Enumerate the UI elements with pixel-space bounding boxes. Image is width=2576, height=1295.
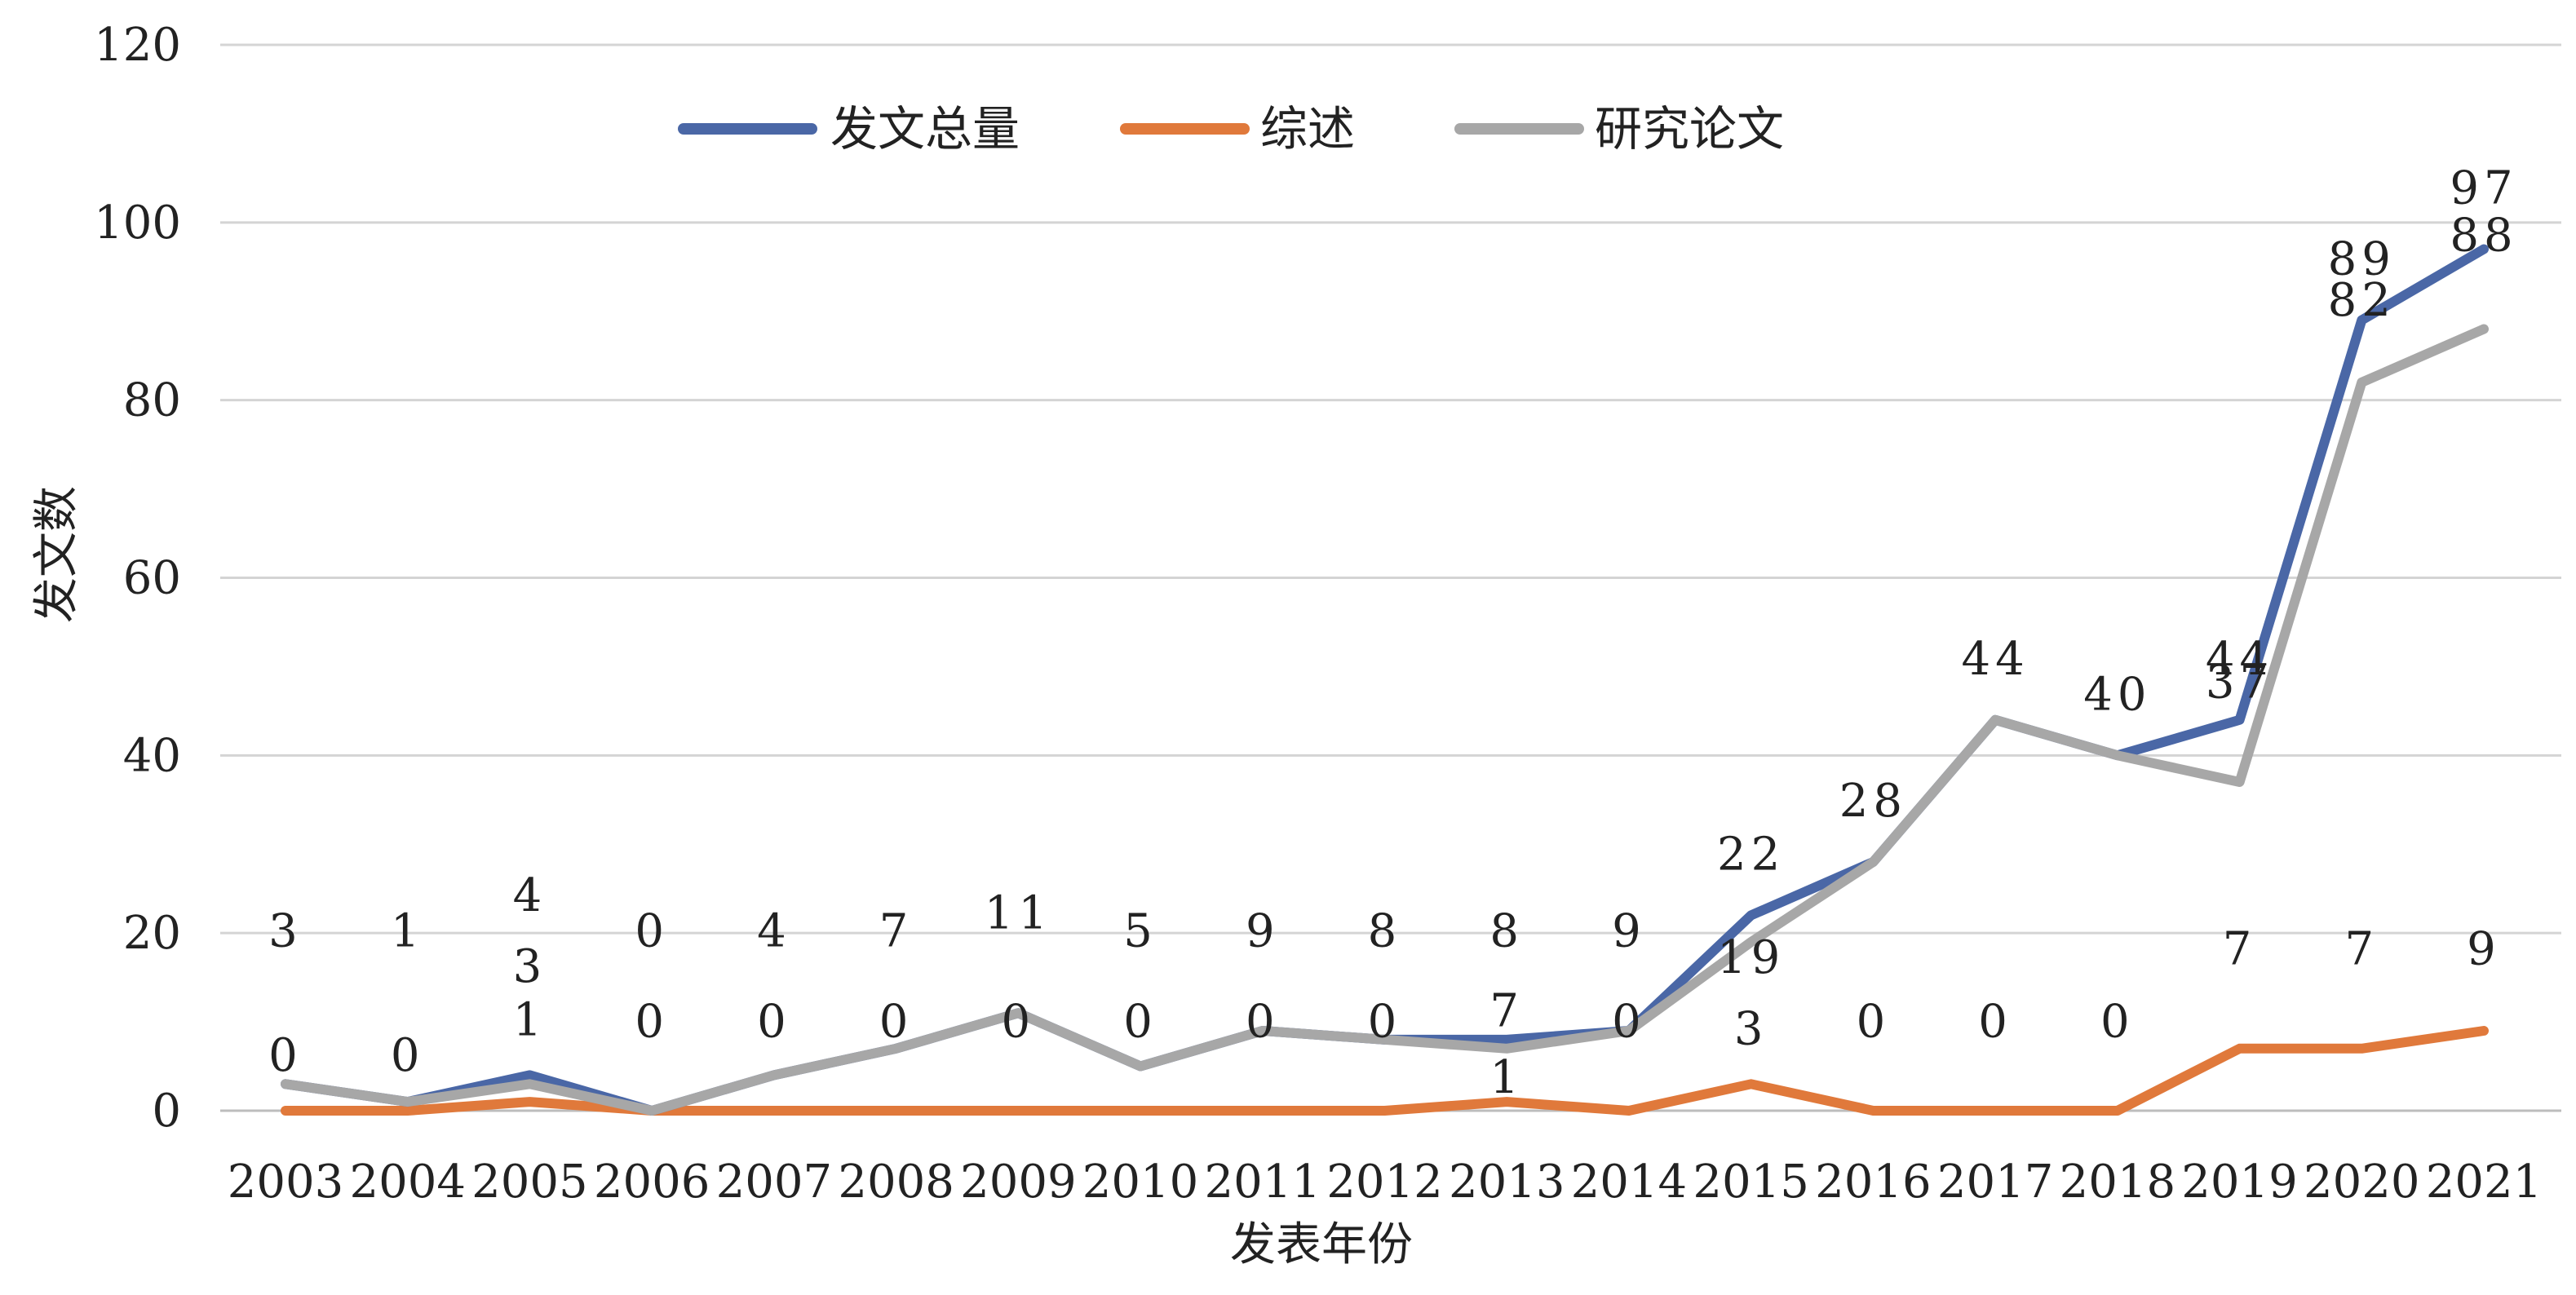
data-label: 28 xyxy=(1839,775,1907,828)
data-label: 7 xyxy=(879,905,914,958)
data-label: 1 xyxy=(391,905,425,958)
y-tick-label: 120 xyxy=(94,19,181,72)
data-label: 4 xyxy=(513,869,547,922)
data-label: 0 xyxy=(1246,996,1280,1049)
y-tick-label: 100 xyxy=(94,197,181,250)
data-label: 7 xyxy=(1489,985,1524,1038)
y-tick-label: 40 xyxy=(123,729,181,782)
data-label: 7 xyxy=(2344,922,2379,975)
series-line xyxy=(281,244,2489,1116)
data-label: 4 xyxy=(757,905,791,958)
data-label: 22 xyxy=(1717,828,1785,881)
data-label: 9 xyxy=(1612,905,1646,958)
x-tick-label: 2014 xyxy=(1571,1156,1688,1209)
data-label: 3 xyxy=(1734,1002,1768,1055)
data-label: 0 xyxy=(757,996,791,1049)
legend-label: 研究论文 xyxy=(1595,101,1784,157)
x-tick-label: 2019 xyxy=(2181,1156,2298,1209)
data-label: 0 xyxy=(635,996,669,1049)
x-tick-label: 2017 xyxy=(1937,1156,2054,1209)
x-tick-label: 2007 xyxy=(716,1156,833,1209)
data-label: 1 xyxy=(513,993,547,1046)
legend-label: 综述 xyxy=(1260,101,1355,157)
x-tick-label: 2011 xyxy=(1205,1156,1321,1209)
y-axis-title: 发文数 xyxy=(30,486,83,623)
x-tick-label: 2018 xyxy=(2060,1156,2176,1209)
x-tick-label: 2009 xyxy=(960,1156,1077,1209)
x-tick-label: 2015 xyxy=(1693,1156,1809,1209)
x-tick-label: 2010 xyxy=(1082,1156,1199,1209)
data-label: 0 xyxy=(268,1029,303,1082)
data-label: 37 xyxy=(2206,656,2273,709)
y-tick-label: 60 xyxy=(123,552,181,605)
data-label: 19 xyxy=(1717,931,1785,984)
legend-label: 发文总量 xyxy=(830,101,1020,157)
data-label: 0 xyxy=(1002,996,1036,1049)
x-tick-label: 2008 xyxy=(838,1156,954,1209)
y-tick-label: 20 xyxy=(123,907,181,960)
series-line xyxy=(281,324,2489,1116)
data-label: 3 xyxy=(513,940,547,993)
data-label: 0 xyxy=(635,905,669,958)
x-tick-label: 2020 xyxy=(2304,1156,2420,1209)
data-label: 8 xyxy=(1368,905,1402,958)
gridlines xyxy=(220,43,2561,1112)
data-label: 3 xyxy=(268,905,303,958)
y-tick-label: 80 xyxy=(123,374,181,427)
y-axis-ticks: 0 20 40 60 80 100 120 xyxy=(94,19,181,1138)
data-label: 9 xyxy=(1246,905,1280,958)
data-label: 0 xyxy=(1612,996,1646,1049)
data-label: 8 xyxy=(1489,905,1524,958)
x-tick-label: 2003 xyxy=(228,1156,344,1209)
data-label: 9 xyxy=(2467,922,2501,975)
data-label: 0 xyxy=(1857,996,1891,1049)
data-label: 89 xyxy=(2328,233,2396,286)
data-label: 82 xyxy=(2328,274,2396,327)
x-tick-label: 2021 xyxy=(2426,1156,2543,1209)
data-label: 97 xyxy=(2450,162,2517,215)
x-tick-label: 2012 xyxy=(1326,1156,1443,1209)
x-axis-title: 发表年份 xyxy=(1230,1218,1413,1271)
data-labels: 3010431004070110509080871902219328044040… xyxy=(268,162,2517,1105)
data-label: 44 xyxy=(2206,633,2273,686)
data-label: 1 xyxy=(1489,1051,1524,1104)
data-label: 7 xyxy=(2223,922,2257,975)
legend: 发文总量 综述 研究论文 xyxy=(678,101,1784,157)
data-label: 44 xyxy=(1961,633,2029,686)
data-label: 0 xyxy=(1978,996,2012,1049)
x-tick-label: 2006 xyxy=(594,1156,710,1209)
x-tick-label: 2005 xyxy=(471,1156,588,1209)
data-label: 0 xyxy=(1123,996,1157,1049)
data-label: 0 xyxy=(1368,996,1402,1049)
x-tick-label: 2004 xyxy=(349,1156,466,1209)
x-axis-ticks: 2003 2004 2005 2006 2007 2008 2009 2010 2011 2012… xyxy=(228,1156,2543,1209)
series-lines xyxy=(281,244,2489,1116)
y-tick-label: 0 xyxy=(152,1085,181,1138)
data-label: 0 xyxy=(391,1029,425,1082)
x-tick-label: 2013 xyxy=(1449,1156,1565,1209)
data-label: 0 xyxy=(2100,996,2135,1049)
x-tick-label: 2016 xyxy=(1815,1156,1932,1209)
data-label: 5 xyxy=(1123,905,1157,958)
data-label: 88 xyxy=(2450,210,2517,263)
data-label: 40 xyxy=(2083,668,2151,721)
data-label: 0 xyxy=(879,996,914,1049)
data-label: 11 xyxy=(985,887,1052,940)
